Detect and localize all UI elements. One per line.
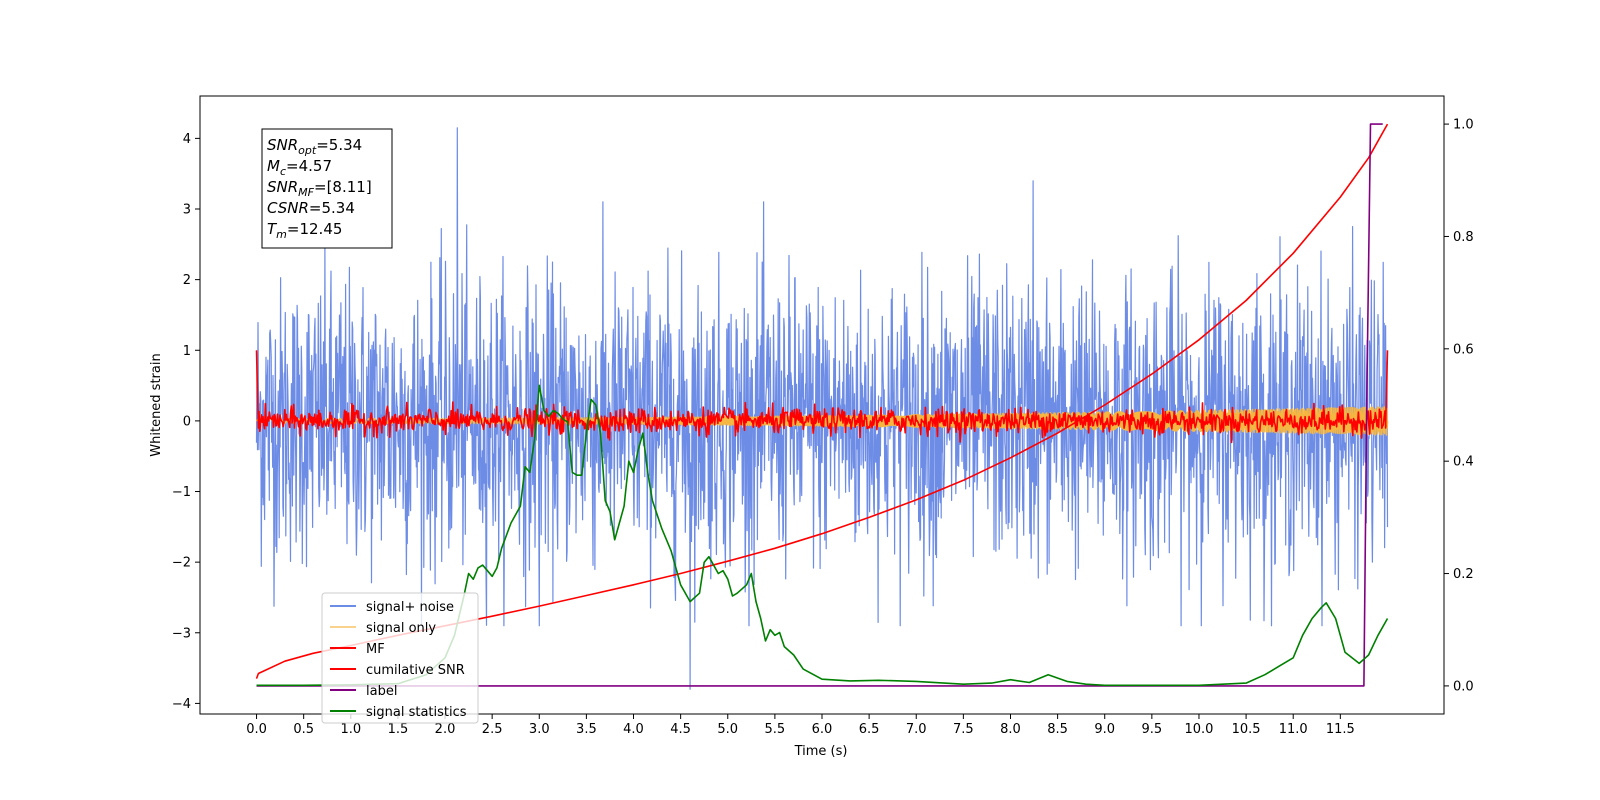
x-tick-label: 1.5 bbox=[388, 722, 409, 737]
annotation-line: SNRMF=[8.11] bbox=[267, 178, 372, 199]
x-tick-label: 8.0 bbox=[1000, 722, 1021, 737]
series-line-mf bbox=[255, 350, 1389, 444]
y-tick-label: 3 bbox=[183, 203, 191, 218]
y-tick-label: −3 bbox=[172, 626, 191, 641]
legend-label: label bbox=[366, 684, 397, 699]
x-tick-label: 10.5 bbox=[1232, 722, 1261, 737]
legend-frame bbox=[321, 592, 479, 724]
x-tick-label: 7.5 bbox=[953, 722, 974, 737]
legend-label: cumilative SNR bbox=[366, 663, 465, 678]
x-tick-label: 9.0 bbox=[1094, 722, 1115, 737]
x-tick-label: 6.5 bbox=[859, 722, 880, 737]
legend-label: signal+ noise bbox=[366, 600, 454, 615]
y-tick-label: −4 bbox=[172, 697, 191, 712]
y-tick-label: −1 bbox=[172, 485, 191, 500]
y2-tick-label: 0.8 bbox=[1453, 230, 1474, 245]
annotation-line: Mc=4.57 bbox=[267, 157, 332, 178]
x-tick-label: 1.0 bbox=[340, 722, 361, 737]
y2-tick-label: 0.6 bbox=[1453, 342, 1474, 357]
x-tick-label: 4.5 bbox=[670, 722, 691, 737]
y-tick-label: −2 bbox=[172, 556, 191, 571]
y-tick-label: 1 bbox=[183, 344, 191, 359]
series-line-signal-statistics bbox=[256, 384, 1389, 687]
x-tick-label: 6.0 bbox=[812, 722, 833, 737]
annotation-line: SNRopt=5.34 bbox=[267, 136, 362, 157]
x-tick-label: 0.0 bbox=[246, 722, 267, 737]
annotation-frame bbox=[261, 128, 393, 249]
x-tick-label: 3.0 bbox=[529, 722, 550, 737]
x-tick-label: 5.5 bbox=[765, 722, 786, 737]
x-tick-label: 9.5 bbox=[1142, 722, 1163, 737]
x-tick-label: 5.0 bbox=[717, 722, 738, 737]
y2-tick-label: 0.0 bbox=[1453, 679, 1474, 694]
legend-label: signal only bbox=[366, 621, 436, 636]
x-tick-label: 2.5 bbox=[482, 722, 503, 737]
annotation-line: CSNR=5.34 bbox=[267, 199, 355, 217]
y-tick-label: 4 bbox=[183, 132, 191, 147]
x-tick-label: 0.5 bbox=[293, 722, 314, 737]
x-tick-label: 4.0 bbox=[623, 722, 644, 737]
y-axis-right: 1.0 0.8 0.6 0.4 0.2 0.0 bbox=[1444, 118, 1474, 694]
y-axis-label: Whitened strain bbox=[149, 353, 164, 456]
legend: signal+ noise signal only MF cumilative SNR… bbox=[321, 592, 479, 724]
x-axis: 0.0 0.5 1.0 1.5 2.0 2.5 3.0 3.5 4.0 4.5 5.0 5.5 6.0 6… bbox=[246, 714, 1355, 737]
x-tick-label: 11.0 bbox=[1279, 722, 1308, 737]
y2-tick-label: 0.2 bbox=[1453, 567, 1474, 582]
x-axis-label: Time (s) bbox=[794, 744, 848, 759]
x-tick-label: 11.5 bbox=[1326, 722, 1355, 737]
x-tick-label: 10.0 bbox=[1184, 722, 1213, 737]
series-line-label bbox=[256, 123, 1383, 687]
y-tick-label: 0 bbox=[183, 414, 191, 429]
y-tick-label: 2 bbox=[183, 273, 191, 288]
y2-tick-label: 1.0 bbox=[1453, 118, 1474, 133]
y2-tick-label: 0.4 bbox=[1453, 455, 1474, 470]
x-tick-label: 8.5 bbox=[1047, 722, 1068, 737]
legend-label: MF bbox=[366, 642, 385, 657]
x-tick-label: 3.5 bbox=[576, 722, 597, 737]
x-tick-label: 7.0 bbox=[906, 722, 927, 737]
y-axis-left: 4 3 2 1 0 −1 −2 −3 −4 bbox=[172, 132, 200, 712]
legend-label: signal statistics bbox=[366, 705, 467, 720]
x-tick-label: 2.0 bbox=[435, 722, 456, 737]
annotation-line: Tm=12.45 bbox=[267, 220, 342, 241]
